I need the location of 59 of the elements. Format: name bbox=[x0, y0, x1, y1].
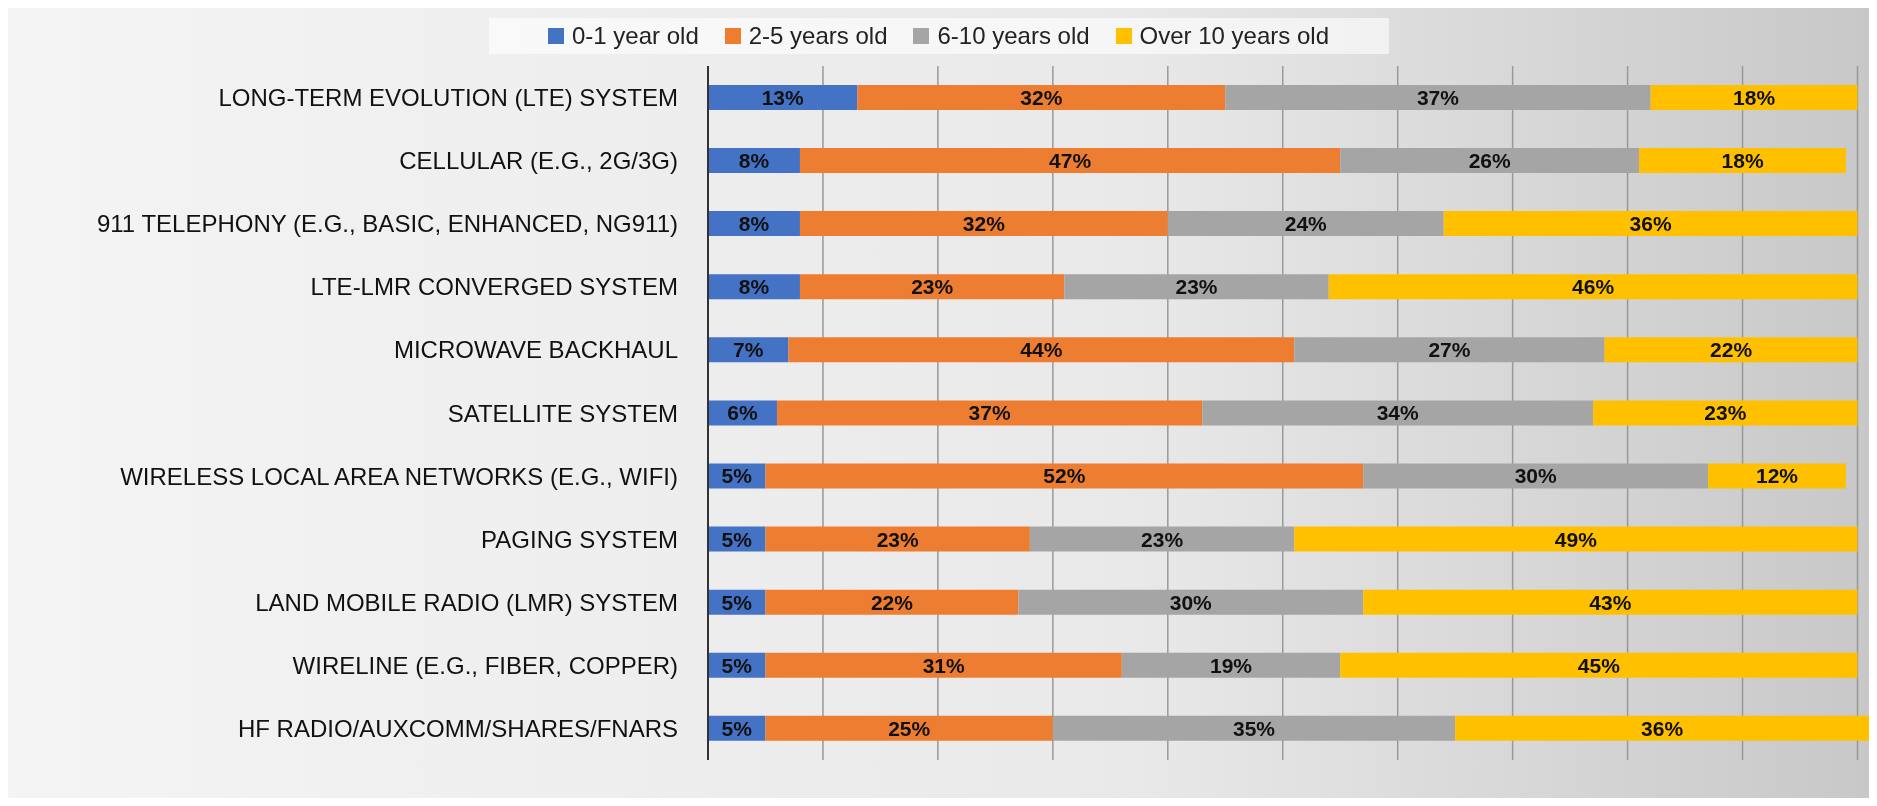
data-label: 36% bbox=[1629, 212, 1672, 236]
data-label: 5% bbox=[721, 590, 753, 614]
data-label: 8% bbox=[738, 275, 770, 299]
y-tick-label: 911 TELEPHONY (E.G., BASIC, ENHANCED, NG911) bbox=[96, 210, 678, 238]
legend-label: Over 10 years old bbox=[1138, 22, 1329, 50]
y-tick-label: PAGING SYSTEM bbox=[481, 525, 678, 553]
data-label: 30% bbox=[1169, 590, 1213, 614]
data-label: 45% bbox=[1577, 653, 1621, 677]
data-label: 19% bbox=[1210, 653, 1253, 677]
data-label: 32% bbox=[1020, 85, 1063, 109]
data-label: 36% bbox=[1641, 716, 1684, 740]
data-label: 52% bbox=[1043, 464, 1086, 488]
data-label: 24% bbox=[1284, 212, 1328, 236]
data-label: 49% bbox=[1554, 527, 1598, 551]
data-label: 26% bbox=[1468, 149, 1512, 173]
data-label: 8% bbox=[738, 212, 770, 236]
data-label: 18% bbox=[1721, 149, 1764, 173]
data-label: 37% bbox=[968, 401, 1011, 425]
y-tick-label: WIRELINE (E.G., FIBER, COPPER) bbox=[292, 651, 678, 679]
data-label: 22% bbox=[1710, 338, 1753, 362]
y-tick-label: LTE-LMR CONVERGED SYSTEM bbox=[310, 273, 678, 301]
data-label: 5% bbox=[721, 527, 753, 551]
data-label: 34% bbox=[1376, 401, 1420, 425]
data-label: 5% bbox=[721, 716, 753, 740]
data-label: 37% bbox=[1416, 85, 1460, 109]
data-label: 23% bbox=[1141, 527, 1184, 551]
data-label: 18% bbox=[1733, 85, 1776, 109]
data-label: 46% bbox=[1572, 275, 1615, 299]
data-label: 47% bbox=[1049, 149, 1092, 173]
data-label: 44% bbox=[1020, 338, 1063, 362]
data-label: 5% bbox=[721, 464, 753, 488]
data-label: 13% bbox=[761, 85, 805, 109]
data-label: 25% bbox=[888, 716, 931, 740]
legend-label: 2-5 years old bbox=[747, 22, 888, 50]
y-tick-label: SATELLITE SYSTEM bbox=[447, 399, 678, 427]
y-tick-label: LAND MOBILE RADIO (LMR) SYSTEM bbox=[255, 588, 678, 616]
data-label: 6% bbox=[727, 401, 758, 425]
data-label: 5% bbox=[721, 653, 753, 677]
data-label: 22% bbox=[870, 590, 914, 614]
y-tick-label: LONG-TERM EVOLUTION (LTE) SYSTEM bbox=[218, 84, 678, 112]
data-label: 23% bbox=[1704, 401, 1747, 425]
legend-label: 6-10 years old bbox=[936, 22, 1090, 50]
data-label: 27% bbox=[1428, 338, 1471, 362]
data-label: 31% bbox=[922, 653, 965, 677]
y-tick-label: MICROWAVE BACKHAUL bbox=[393, 336, 678, 364]
y-tick-label: HF RADIO/AUXCOMM/SHARES/FNARS bbox=[237, 714, 678, 742]
legend-label: 0-1 year old bbox=[571, 22, 699, 50]
data-label: 43% bbox=[1589, 590, 1632, 614]
data-label: 23% bbox=[911, 275, 954, 299]
y-tick-label: WIRELESS LOCAL AREA NETWORKS (E.G., WIFI) bbox=[120, 462, 678, 490]
y-tick-label: CELLULAR (E.G., 2G/3G) bbox=[399, 147, 678, 175]
data-label: 30% bbox=[1514, 464, 1557, 488]
data-label: 23% bbox=[1175, 275, 1218, 299]
data-label: 23% bbox=[876, 527, 920, 551]
data-label: 32% bbox=[962, 212, 1006, 236]
data-label: 8% bbox=[738, 149, 770, 173]
data-label: 12% bbox=[1756, 464, 1799, 488]
data-label: 7% bbox=[733, 338, 764, 362]
data-label: 35% bbox=[1233, 716, 1276, 740]
